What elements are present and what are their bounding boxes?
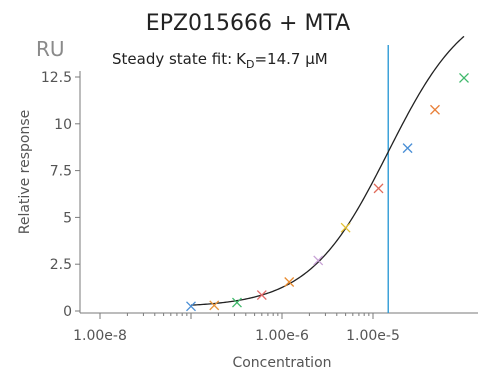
data-point (430, 104, 440, 115)
data-point (402, 143, 413, 154)
data-point-stroke (459, 72, 469, 83)
x-tick-label: 1.00e-6 (255, 328, 309, 344)
fit-curve (190, 35, 465, 306)
data-point-stroke (340, 222, 351, 233)
data-point-stroke (284, 277, 295, 287)
y-tick-label: 2.5 (50, 257, 72, 273)
data-point-stroke (402, 143, 413, 154)
data-point (186, 301, 196, 312)
data-point-stroke (186, 301, 196, 312)
y-tick-label: 0 (63, 304, 72, 320)
subtitle-text: Steady state fit: (112, 50, 232, 68)
x-tick-label: 1.00e-8 (73, 328, 127, 344)
data-point (284, 277, 295, 287)
data-point-stroke (430, 104, 440, 115)
y-tick-label: 7.5 (50, 164, 72, 180)
data-point (373, 183, 384, 194)
data-points (186, 72, 469, 312)
data-point (340, 222, 351, 233)
y-tick-label: 5 (63, 210, 72, 226)
x-ticks: 1.00e-8 1.00e-6 1.00e-5 (73, 313, 400, 344)
chart-title: EPZ015666 + MTA (146, 11, 350, 36)
data-point (209, 300, 220, 311)
fit-group (190, 35, 465, 306)
subtitle-kd-value: =14.7 μM (254, 50, 327, 68)
x-tick-label: 1.00e-5 (346, 328, 400, 344)
subtitle-kd-subscript: D (246, 58, 254, 71)
data-point-stroke (256, 290, 267, 301)
x-axis-label: Concentration (232, 355, 331, 371)
data-point (313, 255, 324, 266)
data-point (232, 297, 242, 308)
data-point (256, 290, 267, 301)
y-ticks: 0 2.5 5 7.5 10 12.5 (41, 70, 80, 320)
y-tick-label: 12.5 (41, 70, 72, 86)
data-point-stroke (232, 297, 242, 308)
unit-label: RU (36, 37, 65, 61)
data-point-stroke (373, 183, 384, 194)
y-axis-label: Relative response (17, 110, 33, 235)
subtitle-kd-symbol: K (236, 50, 247, 68)
y-tick-label: 10 (54, 117, 72, 133)
chart-subtitle: Steady state fit: KD=14.7 μM (112, 50, 328, 71)
data-point-stroke (209, 300, 220, 311)
data-point (459, 72, 469, 83)
data-point-stroke (313, 255, 324, 266)
